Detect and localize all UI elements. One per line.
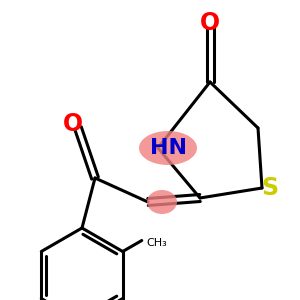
Ellipse shape	[139, 131, 197, 165]
Ellipse shape	[147, 190, 177, 214]
Text: S: S	[261, 176, 279, 200]
Text: CH₃: CH₃	[147, 238, 167, 248]
Text: O: O	[200, 11, 220, 35]
Text: O: O	[63, 112, 83, 136]
Text: HN: HN	[149, 138, 187, 158]
